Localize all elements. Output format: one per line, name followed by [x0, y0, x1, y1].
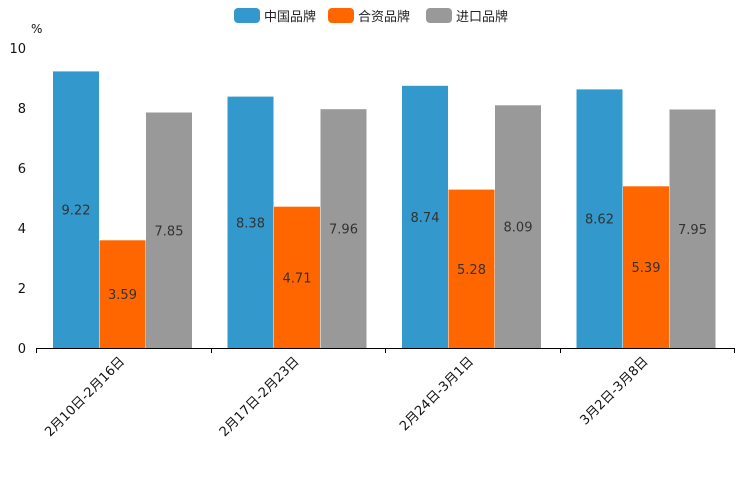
bar-2-4[interactable]	[623, 186, 669, 348]
data-label-3-4: 7.95	[678, 223, 707, 238]
data-label-1-3: 8.74	[411, 211, 440, 226]
data-label-2-4: 5.39	[632, 261, 661, 276]
data-label-2-1: 3.59	[108, 288, 137, 303]
data-label-3-1: 7.85	[155, 224, 184, 239]
y-tick-label-4: 4	[18, 222, 26, 237]
data-label-1-4: 8.62	[585, 213, 614, 228]
x-tick-label-4: 3月2日-3月8日	[577, 354, 651, 428]
legend-swatch-3[interactable]	[426, 8, 452, 23]
x-tick-label-2: 2月17日-2月23日	[217, 354, 303, 440]
y-axis-ticks: 0 2 4 6 8 10	[9, 42, 26, 357]
legend-label-3[interactable]: 进口品牌	[456, 9, 508, 25]
legend-swatch-2[interactable]	[328, 8, 354, 23]
y-axis-unit-label: %	[31, 22, 42, 36]
legend-label-1[interactable]: 中国品牌	[264, 9, 316, 25]
bar-1-4[interactable]	[576, 89, 623, 349]
y-tick-label-8: 8	[18, 102, 26, 117]
bar-3-4[interactable]	[669, 109, 716, 349]
bar-1-2[interactable]	[227, 96, 274, 348]
bar-2-1[interactable]	[99, 240, 146, 348]
y-tick-label-0: 0	[18, 342, 26, 357]
bar-2-2[interactable]	[274, 206, 320, 348]
bar-1-1[interactable]	[53, 71, 99, 349]
data-label-2-3: 5.28	[457, 263, 486, 278]
data-label-1-1: 9.22	[62, 204, 91, 219]
bar-1-3[interactable]	[402, 85, 448, 349]
bar-2-3[interactable]	[448, 189, 495, 348]
x-axis	[36, 348, 735, 353]
legend-label-2[interactable]: 合资品牌	[358, 9, 410, 25]
y-tick-label-6: 6	[18, 162, 26, 177]
data-label-3-2: 7.96	[329, 223, 358, 238]
data-label-1-2: 8.38	[236, 216, 265, 231]
data-labels: 9.22 3.59 7.85 8.38 4.71 7.96 8.74 5.28 8.09 8.62…	[62, 204, 707, 303]
y-tick-label-10: 10	[9, 42, 26, 57]
legend: 中国品牌 合资品牌 进口品牌	[234, 8, 508, 25]
y-tick-label-2: 2	[18, 282, 26, 297]
bar-3-1[interactable]	[146, 112, 192, 349]
data-label-3-3: 8.09	[504, 221, 533, 236]
x-tick-label-1: 2月10日-2月16日	[42, 354, 128, 440]
data-label-2-2: 4.71	[283, 271, 312, 286]
legend-swatch-1[interactable]	[234, 8, 260, 23]
x-tick-label-3: 2月24日-3月1日	[397, 354, 477, 434]
bar-3-3[interactable]	[495, 105, 541, 348]
x-axis-tick-labels: 2月10日-2月16日 2月17日-2月23日 2月24日-3月1日 3月2日-3月8…	[42, 354, 651, 440]
bars	[53, 71, 716, 349]
bar-3-2[interactable]	[320, 109, 367, 348]
